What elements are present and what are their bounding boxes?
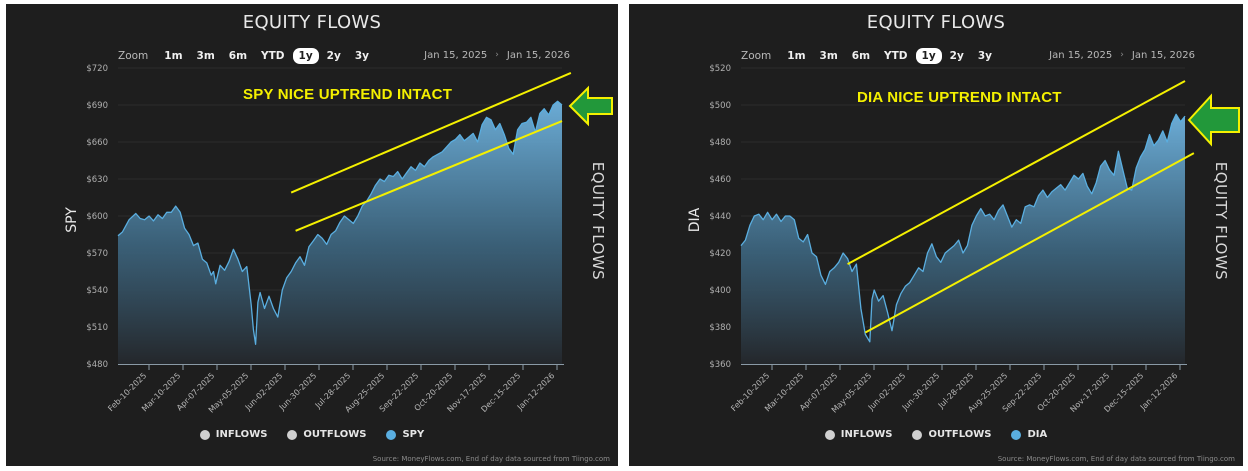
svg-text:$520: $520	[709, 64, 731, 74]
svg-text:$510: $510	[86, 323, 108, 333]
svg-text:$500: $500	[709, 101, 731, 111]
date-from[interactable]: Jan 15, 2025	[424, 50, 488, 61]
legend-dot-icon	[199, 429, 210, 440]
zoom-label: Zoom	[741, 50, 772, 62]
dia-chart-plot[interactable]: $360$380$400$420$440$460$480$500$520Feb-…	[629, 4, 1243, 466]
green-arrow-icon	[1187, 93, 1240, 147]
y-axis-title: SPY	[64, 207, 80, 233]
legend: INFLOWS OUTFLOWS DIA	[629, 429, 1243, 440]
legend-item-outflows[interactable]: OUTFLOWS	[912, 429, 991, 440]
legend-dot-icon	[287, 429, 298, 440]
svg-text:$460: $460	[709, 175, 731, 185]
svg-text:$540: $540	[86, 286, 108, 296]
chart-title: EQUITY FLOWS	[242, 12, 382, 33]
zoom-bar: Zoom 1m 3m 6m YTD 1y 2y 3y	[741, 48, 1000, 64]
chart-panel-spy: EQUITY FLOWS Zoom 1m 3m 6m YTD 1y 2y 3y …	[6, 4, 618, 466]
zoom-2y-button[interactable]: 2y	[949, 50, 964, 62]
legend-label: SPY	[402, 429, 425, 440]
svg-text:$630: $630	[86, 175, 108, 185]
chart-panel-dia: EQUITY FLOWS Zoom 1m 3m 6m YTD 1y 2y 3y …	[629, 4, 1243, 466]
legend-label: INFLOWS	[840, 429, 893, 440]
zoom-1m-button[interactable]: 1m	[787, 50, 806, 62]
zoom-ytd-button[interactable]: YTD	[261, 50, 285, 62]
legend-label: DIA	[1027, 429, 1048, 440]
zoom-ytd-button[interactable]: YTD	[884, 50, 908, 62]
chart-title: EQUITY FLOWS	[866, 12, 1006, 33]
zoom-3y-button[interactable]: 3y	[354, 50, 369, 62]
zoom-3y-button[interactable]: 3y	[977, 50, 992, 62]
trend-annotation: DIA NICE UPTREND INTACT	[857, 89, 1062, 106]
zoom-1y-button[interactable]: 1y	[915, 48, 942, 64]
green-arrow-icon	[568, 85, 613, 127]
trend-annotation: SPY NICE UPTREND INTACT	[243, 86, 453, 103]
date-to[interactable]: Jan 15, 2026	[506, 50, 570, 61]
legend-item-spy[interactable]: SPY	[386, 429, 424, 440]
zoom-3m-button[interactable]: 3m	[196, 50, 215, 62]
spy-chart-plot[interactable]: $480$510$540$570$600$630$660$690$720Feb-…	[6, 4, 618, 466]
zoom-3m-button[interactable]: 3m	[819, 50, 838, 62]
svg-text:$380: $380	[709, 323, 731, 333]
y-axis-title: DIA	[687, 207, 703, 233]
legend-item-inflows[interactable]: INFLOWS	[824, 429, 893, 440]
date-range: Jan 15, 2025 › Jan 15, 2026	[1049, 50, 1195, 61]
date-separator: ›	[1120, 50, 1124, 60]
legend-dot-icon	[912, 429, 923, 440]
svg-text:$570: $570	[86, 249, 108, 259]
legend-label: OUTFLOWS	[928, 429, 992, 440]
legend-label: INFLOWS	[215, 429, 268, 440]
svg-text:$600: $600	[86, 212, 108, 222]
zoom-6m-button[interactable]: 6m	[228, 50, 248, 62]
legend-item-outflows[interactable]: OUTFLOWS	[287, 429, 366, 440]
zoom-1m-button[interactable]: 1m	[164, 50, 183, 62]
legend-dot-icon	[1011, 429, 1022, 440]
zoom-label: Zoom	[118, 50, 149, 62]
zoom-bar: Zoom 1m 3m 6m YTD 1y 2y 3y	[118, 48, 377, 64]
svg-text:$440: $440	[709, 212, 731, 222]
svg-text:$720: $720	[86, 64, 108, 74]
zoom-6m-button[interactable]: 6m	[851, 50, 871, 62]
source-credit: Source: MoneyFlows.com, End of day data …	[997, 455, 1235, 463]
svg-text:$690: $690	[86, 101, 108, 111]
legend-dot-icon	[824, 429, 835, 440]
date-to[interactable]: Jan 15, 2026	[1131, 50, 1195, 61]
svg-text:$420: $420	[709, 249, 731, 259]
legend-dot-icon	[386, 429, 397, 440]
svg-text:$360: $360	[709, 360, 731, 370]
svg-text:$480: $480	[86, 360, 108, 370]
svg-text:$660: $660	[86, 138, 108, 148]
legend-label: OUTFLOWS	[303, 429, 367, 440]
zoom-2y-button[interactable]: 2y	[326, 50, 341, 62]
zoom-1y-button[interactable]: 1y	[292, 48, 319, 64]
date-range: Jan 15, 2025 › Jan 15, 2026	[424, 50, 570, 61]
svg-text:$400: $400	[709, 286, 731, 296]
side-label: EQUITY FLOWS	[1212, 161, 1230, 281]
date-separator: ›	[495, 50, 499, 60]
svg-text:$480: $480	[709, 138, 731, 148]
legend: INFLOWS OUTFLOWS SPY	[6, 429, 618, 440]
legend-item-inflows[interactable]: INFLOWS	[199, 429, 268, 440]
legend-item-dia[interactable]: DIA	[1011, 429, 1047, 440]
side-label: EQUITY FLOWS	[589, 161, 607, 281]
date-from[interactable]: Jan 15, 2025	[1049, 50, 1113, 61]
source-credit: Source: MoneyFlows.com, End of day data …	[372, 455, 610, 463]
